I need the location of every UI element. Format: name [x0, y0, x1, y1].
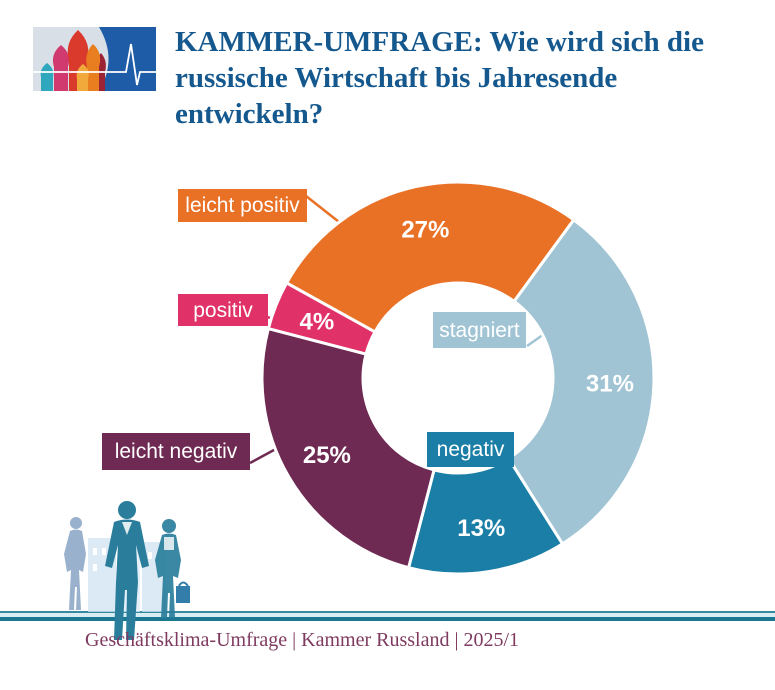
slice-percent-label: 4%: [300, 309, 335, 336]
person-silhouette-man-center: [105, 501, 149, 640]
footer-rule-middle: [0, 613, 775, 617]
slice-percent-label: 25%: [303, 442, 351, 469]
window-shape: [102, 548, 106, 555]
onion-dome-icon: [76, 64, 89, 91]
kammer-russland-logo: [33, 27, 156, 91]
person-silhouette-woman-left: [64, 517, 86, 610]
onion-dome-icon: [40, 63, 54, 91]
window-shape: [93, 564, 97, 571]
callout-label: leicht positiv: [185, 194, 300, 217]
body-shape: [64, 529, 86, 610]
suit-shape: [105, 519, 149, 640]
head-shape: [162, 519, 176, 533]
donut-slices: [260, 180, 656, 576]
title-line: KAMMER-UMFRAGE: Wie wird sich die: [175, 26, 704, 58]
slice-percent-label: 27%: [401, 217, 449, 244]
window-shape: [93, 548, 97, 555]
callout-stagniert: stagniert: [433, 312, 526, 348]
onion-dome-icon: [52, 45, 70, 91]
donut-slice-leicht-positiv: [285, 180, 576, 334]
briefcase-shape: [176, 586, 190, 603]
onion-dome-icon: [86, 44, 101, 91]
business-people-illustration: [64, 501, 190, 640]
slice-percent-label: 13%: [457, 515, 505, 542]
callout-negativ: negativ: [427, 432, 514, 467]
source-caption: Geschäftsklima-Umfrage | Kammer Russland…: [85, 629, 520, 651]
head-shape: [70, 517, 82, 529]
window-shape: [148, 552, 152, 559]
donut-slice-leicht-negativ: [260, 327, 436, 570]
title-line: entwickeln?: [175, 98, 324, 130]
body-shape: [155, 533, 181, 618]
footer-rule-top: [0, 611, 775, 613]
ekg-heartbeat-icon: [33, 43, 156, 86]
shirt-detail: [122, 522, 132, 535]
person-silhouette-woman-right: [155, 519, 190, 618]
bag-handle-shape: [178, 581, 189, 587]
callout-label: stagniert: [439, 318, 520, 342]
page-title: KAMMER-UMFRAGE: Wie wird sich die russis…: [175, 24, 760, 132]
callout-label: positiv: [193, 298, 253, 322]
callout-leicht-negativ: leicht negativ: [102, 433, 250, 470]
footer-rule-bottom: [0, 617, 775, 621]
slice-percent-label: 31%: [586, 370, 634, 397]
slice-percent-labels: 27% 31% 13% 25% 4%: [300, 217, 634, 543]
title-line: russische Wirtschaft bis Jahresende: [175, 62, 618, 94]
head-shape: [118, 501, 136, 519]
donut-slice-stagniert: [507, 218, 656, 546]
logo-graphic: [33, 27, 156, 91]
blouse-detail: [164, 537, 174, 550]
callout-label: negativ: [436, 438, 505, 461]
callout-positiv: positiv: [178, 294, 268, 326]
callout-label: leicht negativ: [114, 440, 238, 463]
donut-slice-positiv: [266, 281, 377, 356]
callout-leicht-positiv: leicht positiv: [178, 189, 307, 222]
